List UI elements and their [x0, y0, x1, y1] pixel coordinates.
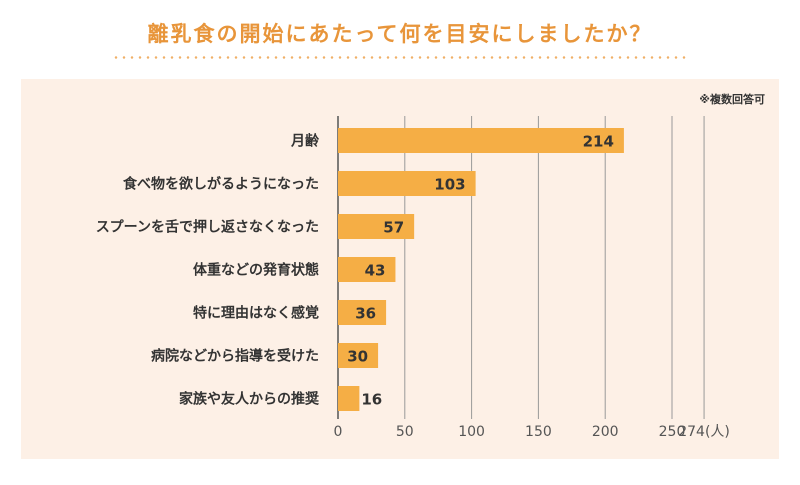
- value-label: 16: [361, 391, 382, 409]
- chart-title: 離乳食の開始にあたって何を目安にしましたか？: [147, 22, 653, 46]
- bar: [338, 343, 379, 368]
- category-label: 病院などから指導を受けた: [151, 348, 319, 365]
- category-label: 月齢: [290, 133, 320, 150]
- value-label: 43: [365, 262, 386, 280]
- bar: [338, 300, 387, 325]
- category-label: 食べ物を欲しがるようになった: [123, 176, 319, 193]
- category-label: 特に理由はなく感覚: [193, 305, 319, 322]
- x-tick-label: 274(人): [678, 424, 730, 440]
- category-label: スプーンを舌で押し返さなくなった: [96, 219, 319, 236]
- x-tick-label: 100: [458, 424, 485, 440]
- value-label: 36: [355, 305, 376, 323]
- bar: [338, 171, 476, 196]
- x-tick-label: 50: [396, 424, 414, 440]
- title-dotted-underline: [112, 56, 688, 59]
- bar: [338, 214, 415, 239]
- x-tick-label: 150: [525, 424, 552, 440]
- value-label: 214: [583, 133, 614, 151]
- x-tick-label: 250: [659, 424, 686, 440]
- category-label: 家族や友人からの推奨: [179, 391, 320, 408]
- value-label: 57: [383, 219, 404, 237]
- x-tick-label: 200: [592, 424, 619, 440]
- value-label: 30: [347, 348, 368, 366]
- bar: [338, 128, 624, 153]
- value-label: 103: [434, 176, 465, 194]
- x-tick-label: 0: [334, 424, 343, 440]
- category-label: 体重などの発育状態: [193, 262, 319, 279]
- chart-panel: ※複数回答可 0 50 100 150 200 250 274(人) 月齢 214 食べ物を欲しが…: [21, 79, 779, 459]
- multiple-answer-note: ※複数回答可: [699, 93, 765, 106]
- bar: [338, 257, 396, 282]
- bar: [338, 386, 360, 411]
